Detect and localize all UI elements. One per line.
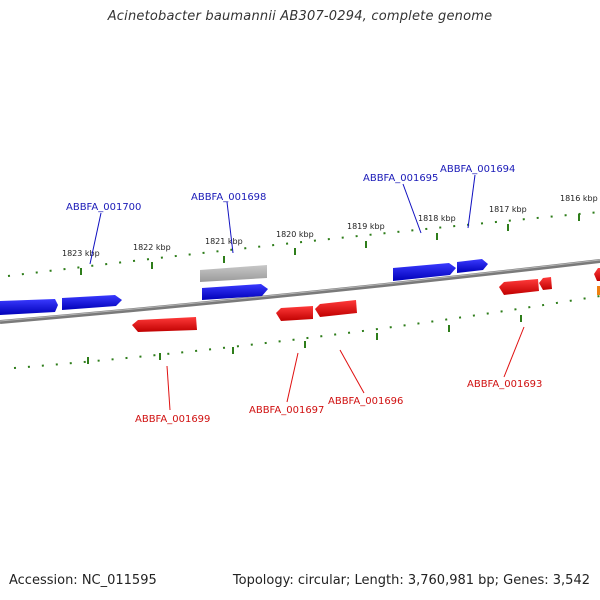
forward-gene[interactable] [62, 295, 122, 310]
scale-label: 1816 kbp [560, 194, 598, 203]
gene-label-reverse[interactable]: ABBFA_001693 [467, 379, 542, 390]
reverse-gene[interactable] [315, 300, 357, 317]
label-leader [503, 326, 525, 378]
accession-text: Accession: NC_011595 [9, 573, 157, 588]
forward-gene[interactable] [0, 299, 58, 315]
label-leader [226, 201, 234, 254]
reverse-gene[interactable] [594, 268, 600, 281]
scale-label: 1822 kbp [133, 243, 171, 252]
label-leader [166, 365, 171, 411]
label-leader [402, 183, 422, 234]
gene-label-reverse[interactable]: ABBFA_001699 [135, 414, 210, 425]
reverse-gene[interactable] [597, 286, 600, 295]
outer-major-ticks [80, 214, 580, 275]
scale-label: 1817 kbp [489, 205, 527, 214]
scale-label: 1820 kbp [276, 230, 314, 239]
reverse-gene[interactable] [132, 317, 197, 332]
inner-major-ticks [87, 315, 522, 364]
label-leader [286, 352, 299, 403]
reverse-gene[interactable] [499, 279, 539, 295]
gene-label-reverse[interactable]: ABBFA_001696 [328, 396, 403, 407]
scale-label: 1823 kbp [62, 249, 100, 258]
label-leader [89, 212, 102, 265]
forward-gene[interactable] [457, 259, 488, 273]
genome-backbone [0, 259, 600, 324]
reverse-gene[interactable] [276, 306, 313, 321]
gene-label-forward[interactable]: ABBFA_001694 [440, 164, 515, 175]
label-leader [467, 174, 476, 229]
gene-label-reverse[interactable]: ABBFA_001697 [249, 405, 324, 416]
map-title: Acinetobacter baumannii AB307-0294, comp… [107, 9, 493, 24]
scale-label: 1821 kbp [205, 237, 243, 246]
forward-gene[interactable] [393, 263, 456, 281]
forward-genes [0, 259, 488, 315]
gene-label-forward[interactable]: ABBFA_001695 [363, 173, 438, 184]
outer-tick-ring [7, 211, 600, 277]
genome-backbone-highlight [0, 259, 600, 322]
reverse-genes [132, 268, 600, 332]
gene-label-forward[interactable]: ABBFA_001698 [191, 192, 266, 203]
scale-label: 1819 kbp [347, 222, 385, 231]
gene-label-forward[interactable]: ABBFA_001700 [66, 202, 141, 213]
label-leader [339, 349, 365, 394]
genome-stats-text: Topology: circular; Length: 3,760,981 bp… [232, 573, 590, 588]
forward-gene[interactable] [202, 284, 268, 300]
other-feature[interactable] [200, 265, 267, 282]
scale-label: 1818 kbp [418, 214, 456, 223]
reverse-gene[interactable] [539, 277, 552, 290]
